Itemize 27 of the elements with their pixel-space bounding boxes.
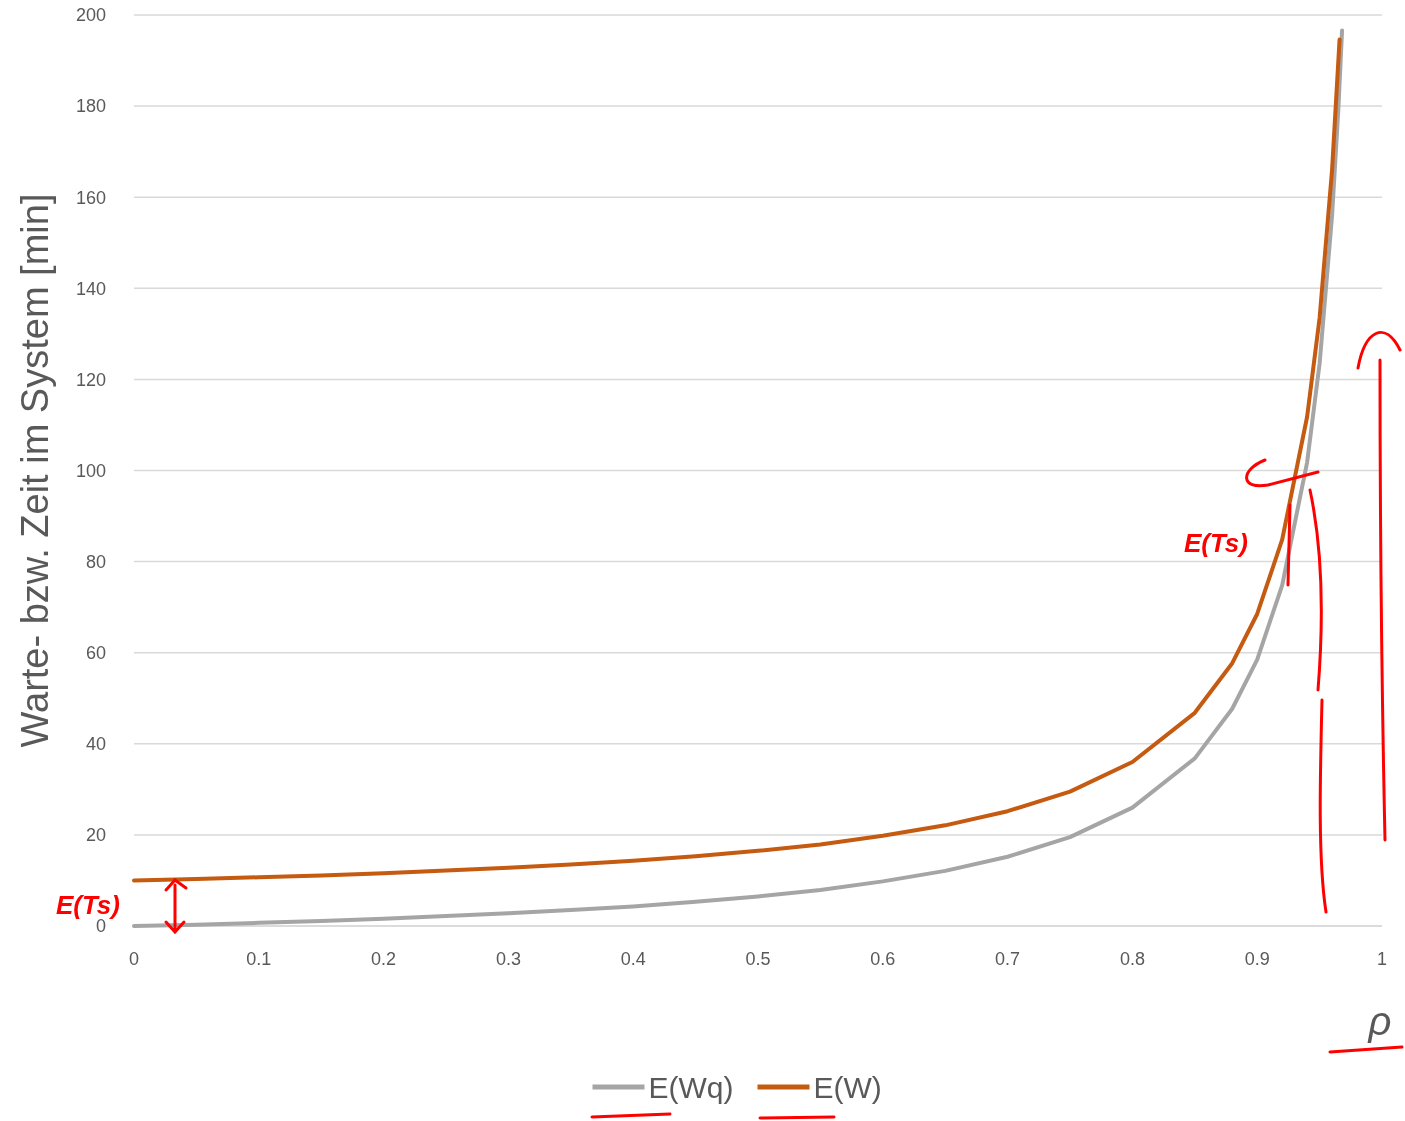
x-tick-label: 1 <box>1376 949 1388 969</box>
y-tick-label: 120 <box>75 369 106 390</box>
y-axis-title: Warte- bzw. Zeit im System [min] <box>14 193 56 748</box>
y-tick-label: 40 <box>85 734 106 755</box>
x-tick-label: 0.1 <box>246 949 272 969</box>
x-tick-label: 0.7 <box>995 949 1021 969</box>
x-tick-label: 0.6 <box>870 949 896 969</box>
x-tick-label: 0.3 <box>495 949 521 969</box>
x-tick-label: 0 <box>128 949 140 969</box>
annotation: E(Ts) <box>1183 528 1248 559</box>
y-tick-label: 160 <box>75 187 106 208</box>
legend-label: E(Wq) <box>648 1070 734 1104</box>
y-tick-label: 60 <box>85 643 106 663</box>
y-tick-label: 0 <box>95 916 106 937</box>
legend-label: E(W) <box>813 1070 882 1104</box>
y-tick-label: 20 <box>85 825 106 846</box>
x-axis-title: ρ <box>1367 999 1392 1043</box>
y-tick-label: 100 <box>75 460 106 481</box>
y-tick-label: 140 <box>75 278 106 299</box>
y-tick-label: 200 <box>75 5 106 26</box>
x-tick-label: 0.9 <box>1244 949 1270 969</box>
y-tick-label: 80 <box>85 551 106 572</box>
x-tick-label: 0.5 <box>745 949 771 969</box>
y-tick-label: 180 <box>75 96 106 117</box>
x-tick-label: 0.2 <box>371 949 397 969</box>
x-tick-label: 0.4 <box>620 949 646 969</box>
x-tick-label: 0.8 <box>1119 949 1145 969</box>
